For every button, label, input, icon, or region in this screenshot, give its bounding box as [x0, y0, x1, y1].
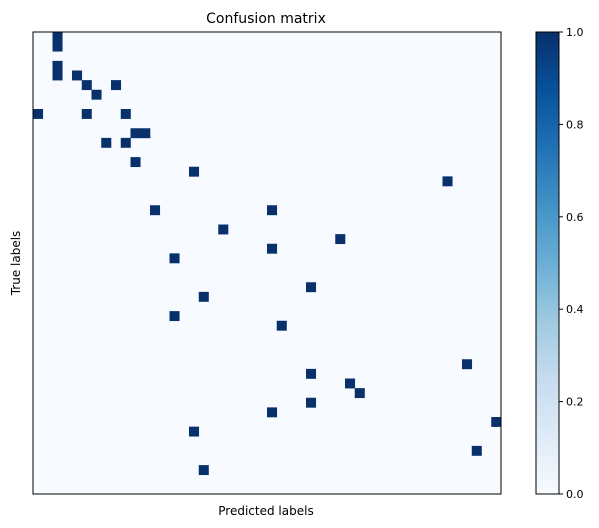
- heatmap-cell: [150, 205, 161, 216]
- heatmap-cell: [169, 253, 180, 264]
- heatmap-cell: [491, 417, 502, 427]
- heatmap-cell: [111, 80, 122, 91]
- heatmap-cell: [198, 291, 209, 302]
- heatmap-cell: [33, 109, 44, 119]
- heatmap-cell: [267, 205, 278, 216]
- heatmap-cell: [91, 89, 102, 100]
- heatmap-background: [33, 32, 501, 494]
- heatmap-cell: [101, 137, 112, 148]
- colorbar-tick-label: 1.0: [566, 26, 584, 39]
- x-axis-label: Predicted labels: [218, 504, 313, 518]
- heatmap-cell: [130, 128, 141, 139]
- heatmap-cell: [306, 368, 317, 379]
- colorbar-gradient: [535, 31, 560, 495]
- heatmap-cell: [276, 320, 287, 331]
- colorbar: 0.0 0.2 0.4 0.6 0.8 1.0: [535, 26, 584, 501]
- heatmap-cell: [267, 243, 278, 254]
- y-axis-label: True labels: [9, 231, 23, 297]
- heatmap-cell: [306, 397, 317, 408]
- colorbar-tick-label: 0.8: [566, 118, 584, 131]
- heatmap-cell: [130, 157, 141, 168]
- heatmap-cell: [81, 109, 92, 119]
- heatmap-grid: [32, 31, 502, 495]
- heatmap-cell: [345, 378, 356, 389]
- heatmap-cell: [198, 465, 209, 476]
- heatmap-cell: [81, 80, 92, 91]
- heatmap-cell: [267, 407, 278, 418]
- heatmap-cell: [335, 234, 346, 245]
- heatmap-cell: [169, 311, 180, 322]
- heatmap-cell: [120, 137, 131, 148]
- colorbar-tick-label: 0.0: [566, 488, 584, 501]
- heatmap-cell: [72, 70, 83, 81]
- heatmap-cell: [52, 60, 63, 71]
- heatmap-cell: [462, 359, 473, 370]
- colorbar-ticks: 0.0 0.2 0.4 0.6 0.8 1.0: [559, 26, 584, 501]
- heatmap-cell: [354, 388, 365, 399]
- heatmap-cell: [52, 32, 63, 42]
- heatmap-cell: [189, 426, 200, 437]
- heatmap-cell: [442, 176, 453, 187]
- heatmap-cell: [140, 128, 151, 139]
- heatmap-cell: [189, 166, 200, 177]
- heatmap-cells: [33, 32, 502, 476]
- colorbar-tick-label: 0.6: [566, 211, 584, 224]
- colorbar-tick-label: 0.2: [566, 396, 584, 409]
- heatmap-frame: [32, 31, 502, 495]
- colorbar-tick-label: 0.4: [566, 303, 584, 316]
- heatmap-cell: [306, 282, 317, 293]
- heatmap-cell: [120, 109, 131, 119]
- heatmap-cell: [52, 70, 63, 81]
- heatmap-cell: [218, 224, 229, 235]
- heatmap-cell: [471, 445, 482, 456]
- heatmap-cell: [52, 41, 63, 52]
- chart-title: Confusion matrix: [206, 11, 326, 27]
